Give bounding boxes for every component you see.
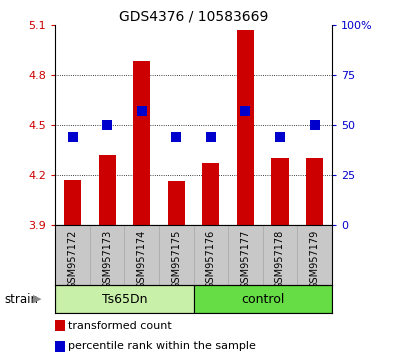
Bar	[124, 225, 159, 285]
Bar	[159, 225, 194, 285]
Bar	[237, 30, 254, 225]
Text: control: control	[241, 293, 284, 306]
Text: GSM957172: GSM957172	[68, 230, 77, 289]
Title: GDS4376 / 10583669: GDS4376 / 10583669	[119, 10, 268, 24]
Bar	[228, 225, 263, 285]
Text: GSM957174: GSM957174	[137, 230, 147, 289]
Bar	[167, 182, 185, 225]
Bar	[55, 285, 194, 313]
Bar	[194, 285, 332, 313]
Bar	[202, 163, 220, 225]
Bar	[55, 225, 90, 285]
Bar	[133, 62, 150, 225]
Text: GSM957176: GSM957176	[206, 230, 216, 289]
Bar	[194, 225, 228, 285]
Bar	[271, 158, 289, 225]
Bar	[90, 225, 124, 285]
Text: transformed count: transformed count	[68, 321, 172, 331]
Text: strain: strain	[4, 293, 38, 306]
Text: GSM957175: GSM957175	[171, 230, 181, 289]
Text: ▶: ▶	[33, 294, 42, 304]
Text: GSM957178: GSM957178	[275, 230, 285, 289]
Bar	[263, 225, 297, 285]
Bar	[98, 155, 116, 225]
Text: GSM957177: GSM957177	[241, 230, 250, 289]
Text: GSM957173: GSM957173	[102, 230, 112, 289]
Bar	[297, 225, 332, 285]
Text: GSM957179: GSM957179	[310, 230, 320, 289]
Text: Ts65Dn: Ts65Dn	[102, 293, 147, 306]
Bar	[306, 158, 323, 225]
Bar	[64, 180, 81, 225]
Text: percentile rank within the sample: percentile rank within the sample	[68, 341, 256, 351]
